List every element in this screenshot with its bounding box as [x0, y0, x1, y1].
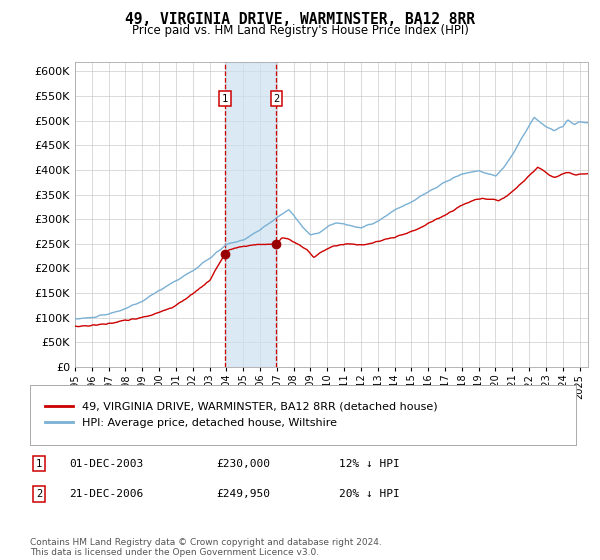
Text: £249,950: £249,950 [216, 489, 270, 499]
Legend: 49, VIRGINIA DRIVE, WARMINSTER, BA12 8RR (detached house), HPI: Average price, d: 49, VIRGINIA DRIVE, WARMINSTER, BA12 8RR… [41, 398, 442, 432]
Text: 2: 2 [273, 94, 280, 104]
Text: 2: 2 [36, 489, 42, 499]
Text: 20% ↓ HPI: 20% ↓ HPI [339, 489, 400, 499]
Text: £230,000: £230,000 [216, 459, 270, 469]
Text: 1: 1 [36, 459, 42, 469]
Text: 1: 1 [222, 94, 228, 104]
Bar [225, 62, 277, 367]
Text: Price paid vs. HM Land Registry's House Price Index (HPI): Price paid vs. HM Land Registry's House … [131, 24, 469, 36]
Text: 21-DEC-2006: 21-DEC-2006 [69, 489, 143, 499]
Text: 01-DEC-2003: 01-DEC-2003 [69, 459, 143, 469]
Text: 49, VIRGINIA DRIVE, WARMINSTER, BA12 8RR: 49, VIRGINIA DRIVE, WARMINSTER, BA12 8RR [125, 12, 475, 27]
Text: Contains HM Land Registry data © Crown copyright and database right 2024.
This d: Contains HM Land Registry data © Crown c… [30, 538, 382, 557]
Text: 12% ↓ HPI: 12% ↓ HPI [339, 459, 400, 469]
